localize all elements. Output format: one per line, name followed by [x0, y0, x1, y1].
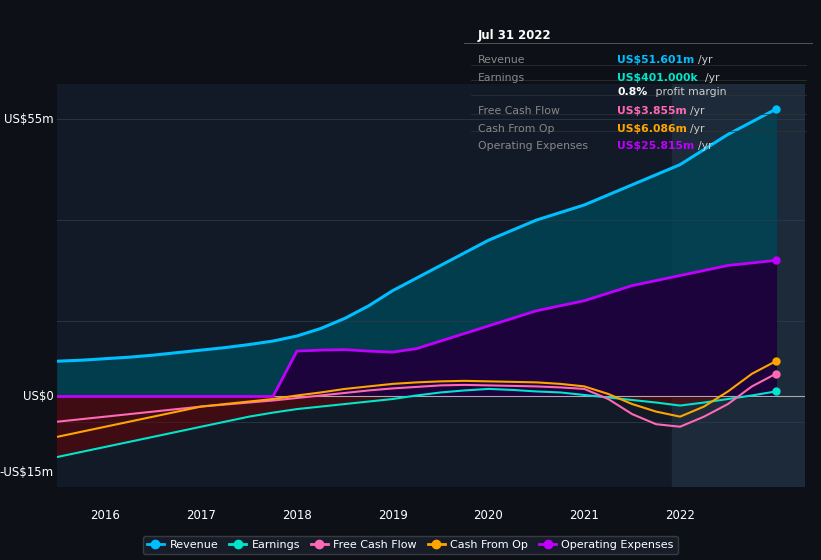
Bar [672, 84, 805, 487]
Text: 2022: 2022 [665, 510, 695, 522]
Text: 0.8%: 0.8% [617, 87, 648, 97]
Text: Earnings: Earnings [478, 73, 525, 83]
Text: 2018: 2018 [282, 510, 312, 522]
Legend: Revenue, Earnings, Free Cash Flow, Cash From Op, Operating Expenses: Revenue, Earnings, Free Cash Flow, Cash … [143, 535, 678, 554]
Text: 2021: 2021 [569, 510, 599, 522]
Text: Free Cash Flow: Free Cash Flow [478, 106, 560, 115]
Text: Jul 31 2022: Jul 31 2022 [478, 29, 552, 42]
Text: /yr: /yr [698, 55, 712, 65]
Text: 2020: 2020 [474, 510, 503, 522]
Text: /yr: /yr [705, 73, 720, 83]
Text: Cash From Op: Cash From Op [478, 124, 554, 133]
Text: US$51.601m: US$51.601m [617, 55, 695, 65]
Text: profit margin: profit margin [652, 87, 726, 97]
Text: US$6.086m: US$6.086m [617, 124, 687, 133]
Text: -US$15m: -US$15m [0, 465, 53, 479]
Text: US$55m: US$55m [4, 113, 53, 126]
Text: US$3.855m: US$3.855m [617, 106, 687, 115]
Text: Operating Expenses: Operating Expenses [478, 142, 588, 152]
Text: 2016: 2016 [90, 510, 121, 522]
Text: 2017: 2017 [186, 510, 216, 522]
Text: Revenue: Revenue [478, 55, 525, 65]
Text: /yr: /yr [698, 142, 712, 152]
Text: US$401.000k: US$401.000k [617, 73, 698, 83]
Text: US$25.815m: US$25.815m [617, 142, 695, 152]
Text: US$0: US$0 [23, 390, 53, 403]
Text: /yr: /yr [690, 124, 704, 133]
Text: /yr: /yr [690, 106, 704, 115]
Text: 2019: 2019 [378, 510, 408, 522]
